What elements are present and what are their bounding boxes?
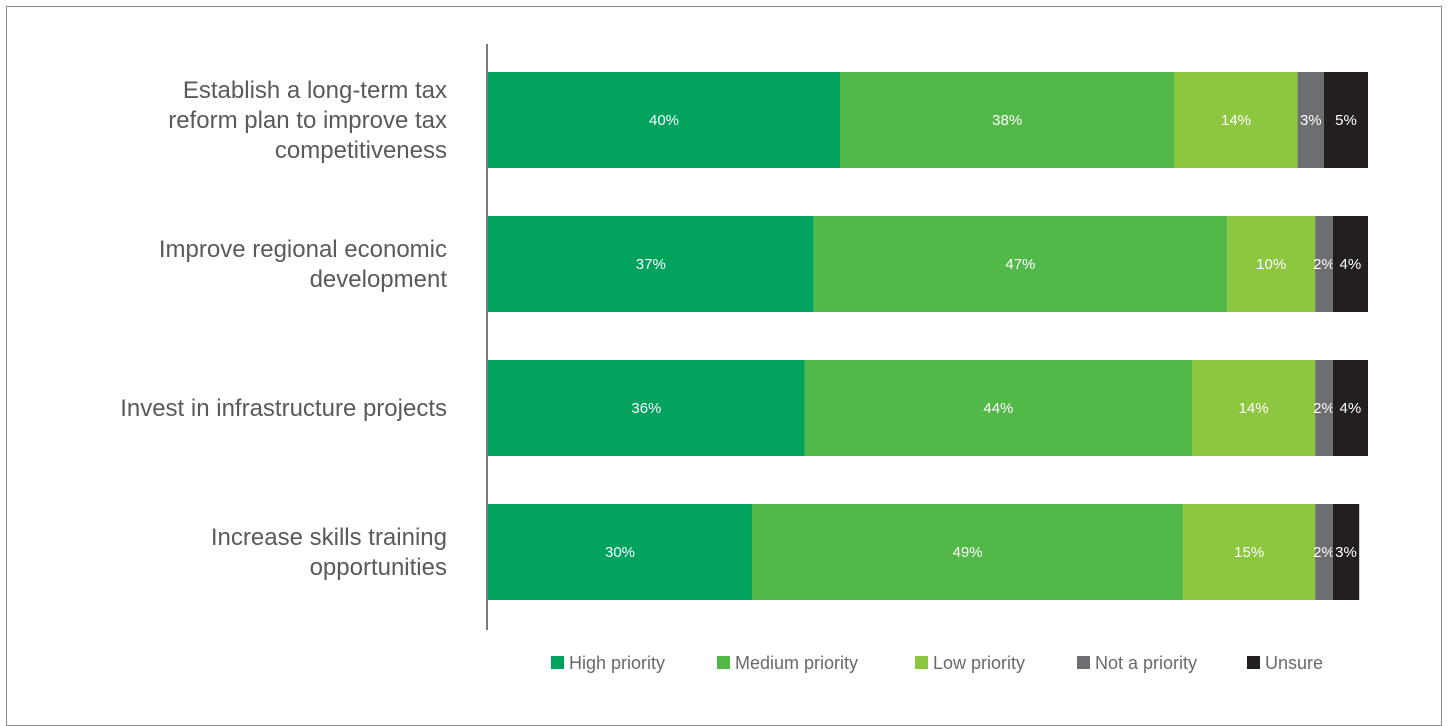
data-label-1-3: 2% (1313, 256, 1335, 273)
category-label-3-line-1: opportunities (310, 554, 447, 581)
data-label-1-1: 47% (1005, 256, 1035, 273)
legend-label-4: Unsure (1265, 653, 1323, 673)
legend-swatch-1 (717, 656, 730, 669)
data-label-2-1: 44% (983, 400, 1013, 417)
legend: High priority Medium priority Low priority… (551, 653, 1323, 673)
data-label-0-4: 5% (1335, 112, 1357, 129)
legend-swatch-4 (1247, 656, 1260, 669)
bar-segment-0-4 (1324, 72, 1368, 168)
category-labels-group: Establish a long-term tax reform plan to … (120, 77, 447, 581)
legend-label-2: Low priority (933, 653, 1025, 673)
data-label-1-2: 10% (1256, 256, 1286, 273)
data-label-2-3: 2% (1313, 400, 1335, 417)
bar-segment-3-1 (752, 504, 1184, 600)
data-label-0-1: 38% (992, 112, 1022, 129)
legend-label-3: Not a priority (1095, 653, 1197, 673)
bar-segment-2-3 (1315, 360, 1333, 456)
category-label-1-line-0: Improve regional economic (159, 236, 447, 263)
legend-swatch-0 (551, 656, 564, 669)
category-label-0-line-2: competitiveness (275, 137, 447, 164)
data-label-3-4: 3% (1335, 544, 1357, 561)
data-label-1-4: 4% (1340, 256, 1362, 273)
legend-label-0: High priority (569, 653, 665, 673)
data-label-2-4: 4% (1340, 400, 1362, 417)
bar-segment-0-3 (1297, 72, 1324, 168)
bar-segment-3-0 (488, 504, 752, 600)
data-label-1-0: 37% (636, 256, 666, 273)
data-label-3-1: 49% (953, 544, 983, 561)
data-label-0-0: 40% (649, 112, 679, 129)
data-label-3-0: 30% (605, 544, 635, 561)
bar-segment-3-3 (1315, 504, 1333, 600)
legend-label-1: Medium priority (735, 653, 858, 673)
data-label-0-2: 14% (1221, 112, 1251, 129)
data-label-2-2: 14% (1239, 400, 1269, 417)
data-label-2-0: 36% (631, 400, 661, 417)
bar-segment-2-2 (1192, 360, 1316, 456)
legend-swatch-3 (1077, 656, 1090, 669)
category-label-0-line-1: reform plan to improve tax (168, 107, 447, 134)
bar-segment-2-0 (488, 360, 805, 456)
category-label-3-line-0: Increase skills training (211, 524, 447, 551)
bar-segment-1-0 (488, 216, 814, 312)
bar-segment-3-4 (1332, 504, 1360, 600)
category-label-0-line-0: Establish a long-term tax (183, 77, 447, 104)
bar-segment-1-3 (1315, 216, 1333, 312)
stacked-bar-chart: 40% 38% 14% 3% 5% 37% 47% 10% 2% 4% 36% 44% 14% 2% 4% 3… (120, 44, 1368, 673)
data-label-3-2: 15% (1234, 544, 1264, 561)
category-label-1-line-1: development (310, 266, 448, 293)
category-label-2-line-0: Invest in infrastructure projects (120, 395, 447, 422)
bar-segment-2-4 (1332, 360, 1368, 456)
bar-segment-3-2 (1183, 504, 1316, 600)
bar-segment-1-4 (1332, 216, 1368, 312)
bar-segment-0-2 (1174, 72, 1298, 168)
bar-segment-1-2 (1227, 216, 1316, 312)
legend-swatch-2 (915, 656, 928, 669)
bar-segment-1-1 (813, 216, 1228, 312)
bar-segment-0-1 (840, 72, 1175, 168)
data-label-3-3: 2% (1313, 544, 1335, 561)
bar-segment-2-1 (804, 360, 1192, 456)
bar-segment-0-0 (488, 72, 840, 168)
data-label-0-3: 3% (1300, 112, 1322, 129)
bars-group: 40% 38% 14% 3% 5% 37% 47% 10% 2% 4% 36% 44% 14% 2% 4% 3… (488, 72, 1368, 600)
